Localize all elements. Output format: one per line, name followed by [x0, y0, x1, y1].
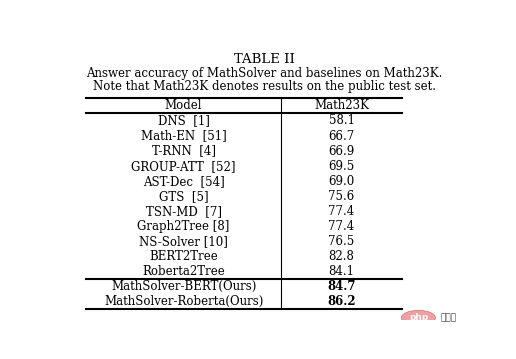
Text: DNS  [1]: DNS [1]	[158, 115, 209, 127]
Ellipse shape	[401, 310, 436, 326]
Text: 77.4: 77.4	[329, 220, 354, 233]
Text: 58.1: 58.1	[329, 115, 354, 127]
Text: MathSolver-Roberta(Ours): MathSolver-Roberta(Ours)	[104, 295, 263, 308]
Text: Answer accuracy of MathSolver and baselines on Math23K.: Answer accuracy of MathSolver and baseli…	[86, 66, 443, 80]
Text: 中文网: 中文网	[440, 313, 457, 322]
Text: Note that Math23K denotes results on the public test set.: Note that Math23K denotes results on the…	[93, 80, 436, 93]
Text: 75.6: 75.6	[329, 190, 354, 203]
Text: T-RNN  [4]: T-RNN [4]	[152, 145, 216, 158]
Text: Math23K: Math23K	[314, 99, 369, 112]
Text: 82.8: 82.8	[329, 250, 354, 263]
Text: 66.9: 66.9	[329, 145, 354, 158]
Text: 84.7: 84.7	[327, 280, 356, 293]
Text: php: php	[409, 313, 428, 322]
Text: BERT2Tree: BERT2Tree	[149, 250, 218, 263]
Text: Graph2Tree [8]: Graph2Tree [8]	[137, 220, 230, 233]
Text: GROUP-ATT  [52]: GROUP-ATT [52]	[132, 160, 236, 173]
Text: 84.1: 84.1	[329, 265, 354, 278]
Text: MathSolver-BERT(Ours): MathSolver-BERT(Ours)	[111, 280, 256, 293]
Text: Roberta2Tree: Roberta2Tree	[142, 265, 225, 278]
Text: 76.5: 76.5	[329, 235, 354, 248]
Text: 77.4: 77.4	[329, 205, 354, 218]
Text: TABLE II: TABLE II	[234, 53, 295, 66]
Text: 86.2: 86.2	[327, 295, 356, 308]
Text: 69.5: 69.5	[329, 160, 354, 173]
Text: 66.7: 66.7	[329, 130, 354, 143]
Text: 69.0: 69.0	[329, 175, 354, 188]
Text: AST-Dec  [54]: AST-Dec [54]	[143, 175, 224, 188]
Text: TSN-MD  [7]: TSN-MD [7]	[146, 205, 222, 218]
Text: Model: Model	[165, 99, 202, 112]
Text: GTS  [5]: GTS [5]	[159, 190, 208, 203]
Text: Math-EN  [51]: Math-EN [51]	[141, 130, 227, 143]
Text: NS-Solver [10]: NS-Solver [10]	[139, 235, 228, 248]
